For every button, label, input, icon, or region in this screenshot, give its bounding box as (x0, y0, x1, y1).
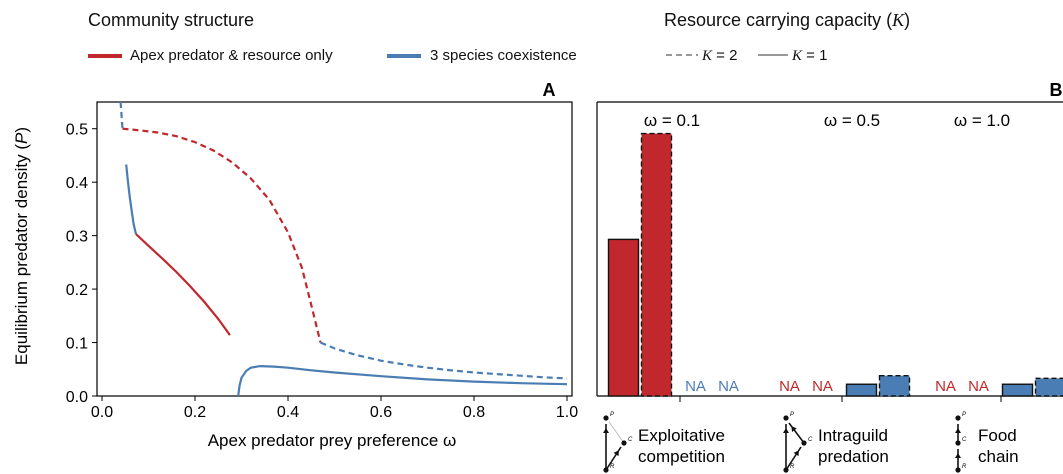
panel-a-frame (96, 101, 573, 397)
x-tick-label: 0.8 (463, 404, 485, 421)
capacity-title-prefix: Resource carrying capacity ( (664, 10, 893, 30)
y-tick-label: 0.0 (66, 389, 88, 406)
food-web-node (603, 415, 609, 421)
food-web-node-label: P (962, 412, 966, 418)
legend-k1-value: = 1 (802, 47, 828, 64)
community-legend-title: Community structure (88, 10, 255, 30)
food-web-node-label: P (790, 412, 794, 418)
food-web-node-label: C (628, 437, 633, 443)
series-line-2 (320, 341, 568, 380)
x-tick-label: 0.6 (370, 404, 392, 421)
legend-swatch-apex (88, 54, 122, 58)
y-tick-label: 0.4 (66, 175, 88, 192)
bar (640, 132, 673, 397)
legend-k2-value: = 2 (712, 47, 738, 64)
na-label: NA (718, 378, 739, 395)
link-c-p (608, 421, 625, 444)
bar (845, 383, 878, 397)
y-tick-label: 0.2 (66, 282, 88, 299)
category-title: competition (638, 447, 725, 466)
legend-label-k2: K = 2 (702, 47, 737, 65)
legend-swatch-coexistence (387, 54, 421, 58)
na-label: NA (935, 378, 956, 395)
category-title: predation (818, 447, 889, 466)
food-web-node-label: P (610, 412, 614, 418)
arrow-c-p-head (955, 428, 961, 433)
category-title: Intraguild (818, 426, 888, 445)
series-line-5 (237, 364, 568, 397)
capacity-title-suffix: ) (904, 10, 911, 30)
legend-swatch-k1-solid (758, 54, 788, 56)
food-web-node-label: C (808, 437, 813, 443)
legend-label-k1: K = 1 (792, 47, 827, 65)
na-label: NA (968, 378, 989, 395)
arrow-r-p-head (603, 428, 609, 433)
legend-label-coexistence: 3 species coexistence (430, 47, 577, 64)
food-web-node (783, 415, 789, 421)
legend-label-apex: Apex predator & resource only (130, 47, 333, 64)
series-line-3 (125, 164, 137, 235)
omega-label: ω = 0.1 (644, 111, 700, 130)
x-tick-label: 0.4 (277, 404, 299, 421)
food-web-node-label: R (790, 464, 795, 470)
food-web-node (955, 415, 961, 421)
legend-k2-symbol: K (702, 48, 713, 64)
panel-b-label: B (1050, 80, 1063, 100)
omega-label: ω = 0.5 (824, 111, 880, 130)
y-tick-label: 0.3 (66, 229, 88, 246)
capacity-title-symbol: K (892, 10, 905, 30)
category-title: Food (978, 426, 1017, 445)
na-label: NA (685, 378, 706, 395)
x-tick-label: 0.2 (184, 404, 206, 421)
series-line-1 (122, 127, 322, 343)
food-web-diagram: P C R (783, 412, 813, 473)
legend-swatch-k2-dashed (666, 54, 698, 56)
legend-k1-symbol: K (792, 48, 803, 64)
panel-a-label: A (543, 80, 556, 100)
food-web-node (621, 440, 627, 446)
x-tick-label: 0.0 (91, 404, 113, 421)
food-web-node (603, 467, 609, 473)
arrow-r-p-head (783, 428, 789, 433)
capacity-legend-title: Resource carrying capacity (K) (664, 10, 910, 31)
y-tick-label: 0.5 (66, 122, 88, 139)
arrow-c-p-head (791, 426, 797, 432)
food-web-node (801, 440, 807, 446)
food-web-node (783, 467, 789, 473)
series-line-0 (119, 101, 124, 129)
panel-a-x-axis-label: Apex predator prey preference ω (208, 431, 457, 450)
bar (878, 374, 911, 397)
bar (1001, 383, 1034, 397)
omega-label: ω = 1.0 (954, 111, 1010, 130)
bar (1034, 377, 1063, 397)
food-web-node (955, 467, 961, 473)
food-web-node-label: R (962, 464, 967, 470)
panel-a-y-axis-label: Equilibrium predator density (P) (12, 127, 31, 365)
food-web-node-label: C (962, 437, 967, 443)
category-title: chain (978, 447, 1019, 466)
bar (607, 238, 640, 397)
food-web-diagram: P C R (603, 412, 633, 473)
arrow-r-c-head (613, 450, 619, 457)
x-tick-label: 1.0 (556, 404, 578, 421)
category-title: Exploitative (638, 426, 725, 445)
food-web-node-label: R (610, 464, 615, 470)
y-tick-label: 0.1 (66, 336, 88, 353)
na-label: NA (779, 378, 800, 395)
arrow-r-c-head (955, 453, 961, 458)
series-line-4 (135, 233, 231, 336)
food-web-node (955, 440, 961, 446)
arrow-c-p (788, 422, 805, 444)
na-label: NA (812, 378, 833, 395)
arrow-r-c-head (793, 450, 799, 457)
food-web-diagram: P C R (955, 412, 967, 473)
